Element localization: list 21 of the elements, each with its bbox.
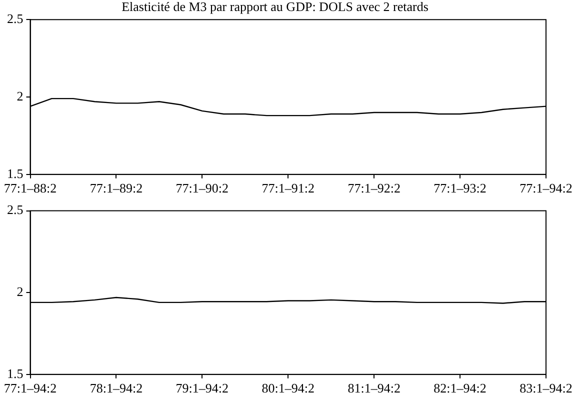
x-tick-label: 77:1–92:2 (348, 180, 400, 196)
x-tick-label: 77:1–88:2 (4, 180, 57, 196)
x-tick-label: 81:1–94:2 (348, 380, 400, 396)
x-tick-label: 77:1–94:2 (4, 380, 57, 396)
x-tick-label: 77:1–89:2 (90, 180, 143, 196)
y-tick-label: 2.5 (7, 202, 24, 218)
x-tick-label: 77:1–90:2 (176, 180, 229, 196)
chart-title: Elasticité de M3 par rapport au GDP: DOLS avec 2 retards (122, 0, 428, 14)
x-tick-label: 82:1–94:2 (434, 380, 486, 396)
x-tick-label: 77:1–91:2 (262, 180, 314, 196)
x-tick-label: 78:1–94:2 (90, 380, 143, 396)
y-tick-label: 1.5 (7, 166, 24, 181)
y-tick-label: 2 (16, 284, 24, 300)
x-tick-label: 77:1–93:2 (434, 180, 486, 196)
y-tick-label: 2.5 (7, 11, 24, 26)
y-tick-label: 2 (16, 88, 24, 104)
y-tick-label: 1.5 (7, 366, 24, 381)
x-tick-label: 83:1–94:2 (520, 380, 572, 396)
x-tick-label: 77:1–94:2 (520, 180, 572, 196)
x-tick-label: 80:1–94:2 (262, 380, 314, 396)
x-tick-label: 79:1–94:2 (176, 380, 229, 396)
